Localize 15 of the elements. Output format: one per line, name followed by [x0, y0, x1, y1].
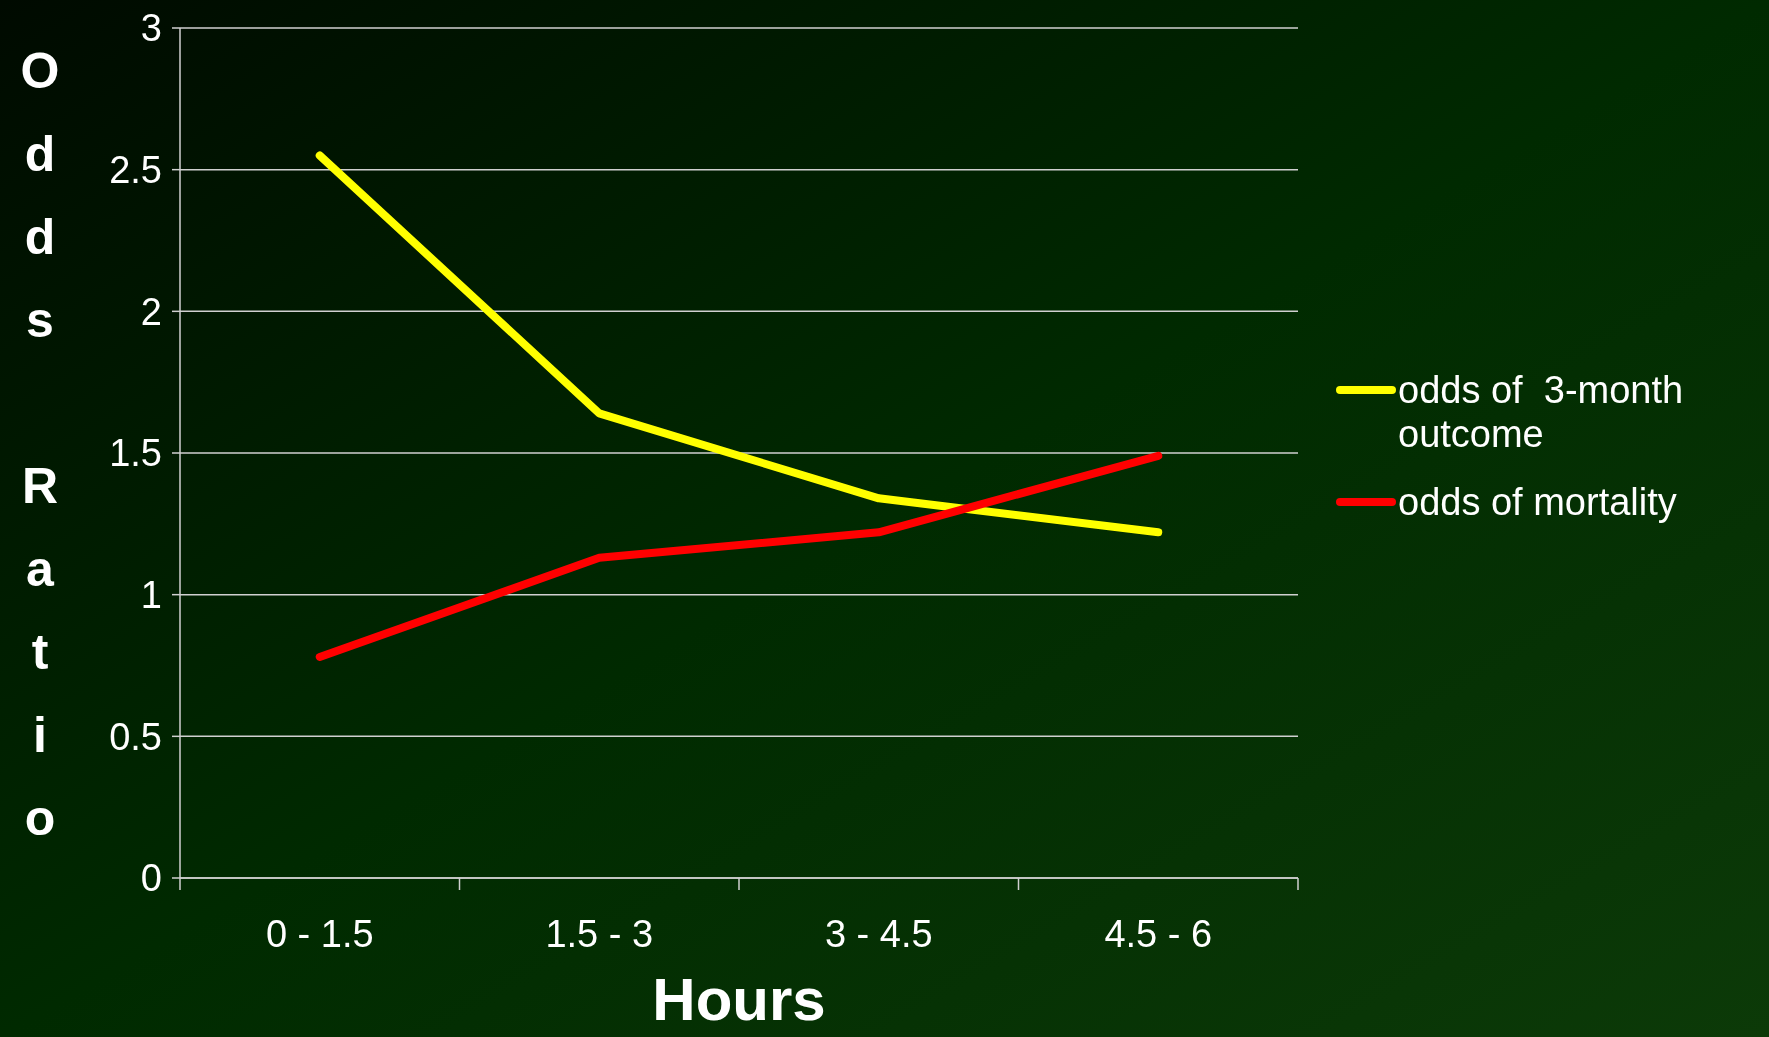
y-tick-label: 2 — [140, 290, 162, 333]
legend-label: odds of 3-month outcome — [1398, 369, 1684, 456]
x-tick-label: 4.5 - 6 — [1104, 913, 1213, 956]
text: Odds Ratio — [20, 43, 60, 846]
x-tick-label: 3 - 4.5 — [824, 913, 933, 956]
y-tick-label: 3 — [140, 7, 162, 50]
legend-label: odds of mortality — [1398, 481, 1677, 524]
y-tick-label: 0.5 — [109, 715, 162, 758]
x-tick-label: 1.5 - 3 — [545, 913, 654, 956]
y-tick-label: 2.5 — [109, 148, 162, 191]
y-tick-label: 1.5 — [109, 432, 162, 475]
x-axis-title: Hours — [652, 966, 826, 1033]
x-tick-label: 0 - 1.5 — [265, 913, 374, 956]
y-tick-label: 0 — [140, 857, 162, 900]
y-tick-label: 1 — [140, 573, 162, 616]
